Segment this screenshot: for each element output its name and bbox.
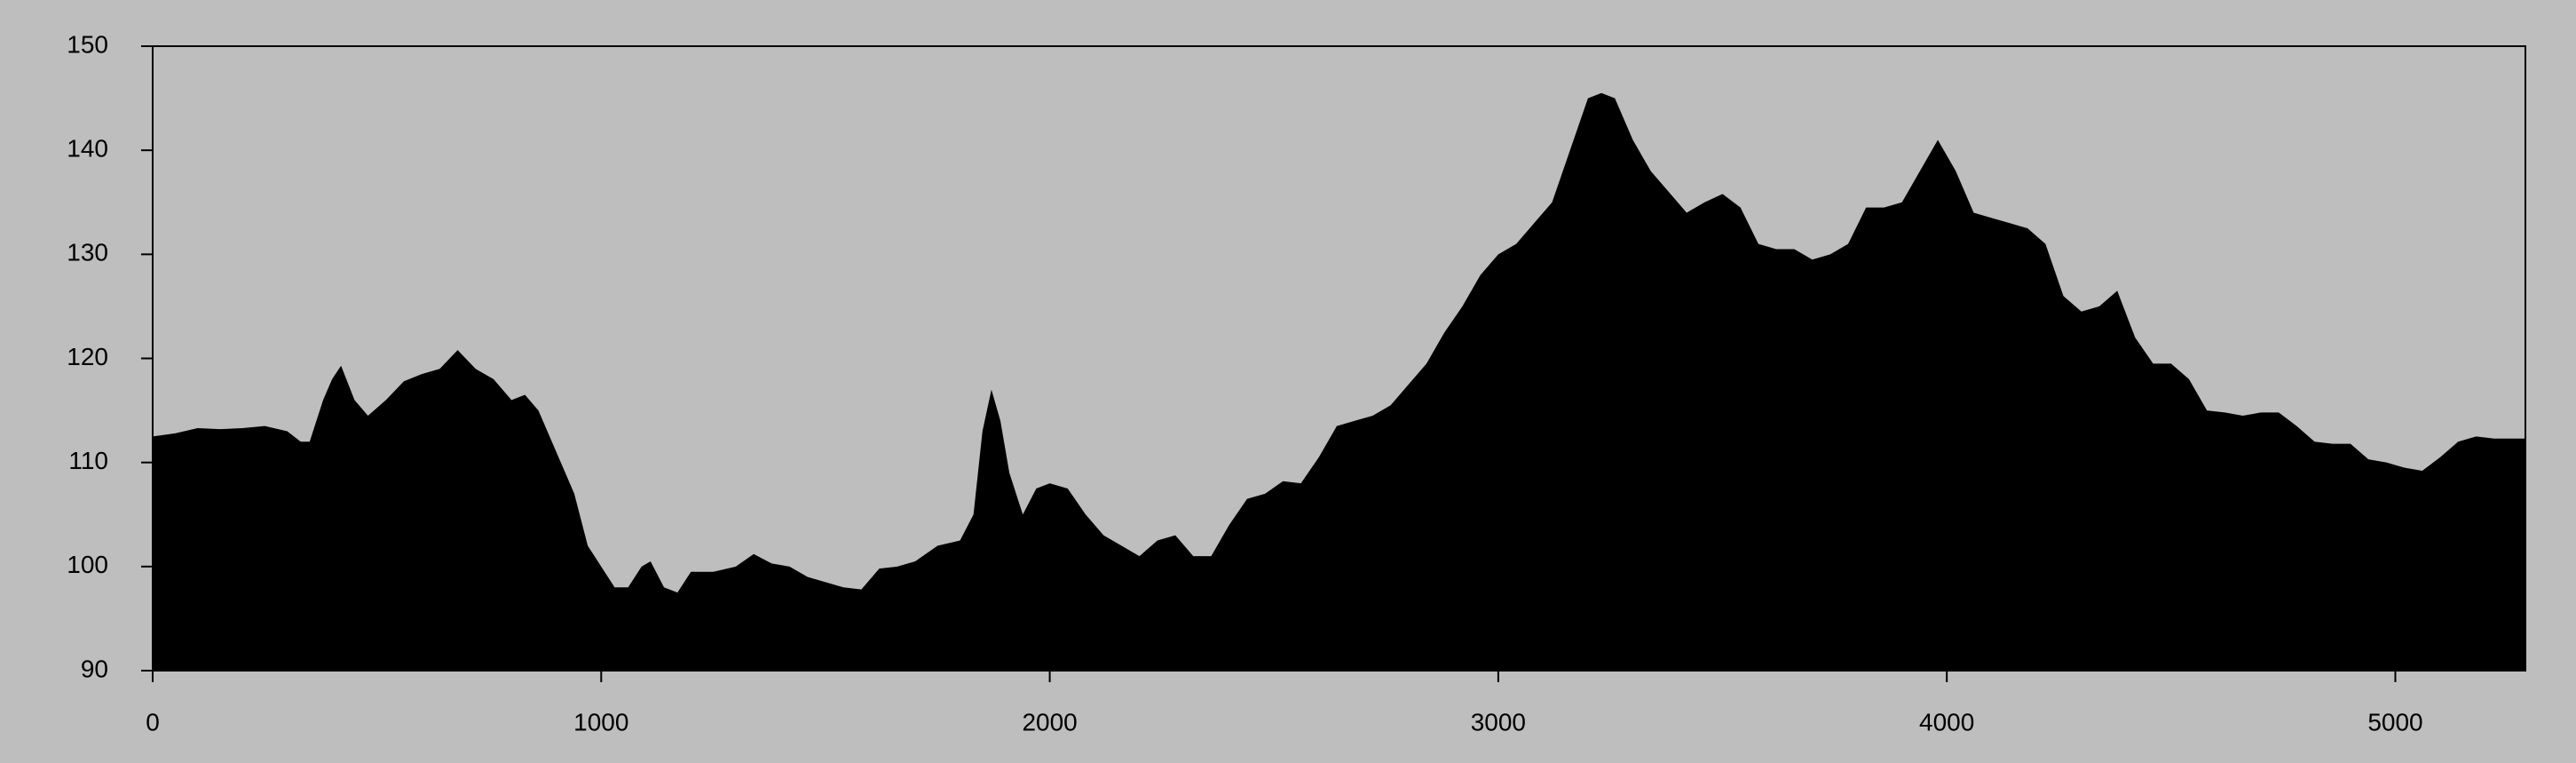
- y-tick-label: 130: [67, 239, 108, 266]
- y-tick-label: 110: [68, 447, 108, 474]
- x-tick-label: 1000: [573, 708, 628, 735]
- y-tick-label: 100: [67, 551, 108, 578]
- x-tick-label: 2000: [1022, 708, 1077, 735]
- y-tick-label: 140: [67, 135, 108, 163]
- y-tick-label: 150: [67, 30, 108, 58]
- x-tick-label: 0: [146, 708, 160, 735]
- elevation-area: [153, 92, 2525, 672]
- y-tick-label: 90: [81, 655, 108, 682]
- y-tick-label: 120: [67, 343, 108, 370]
- x-tick-label: 4000: [1919, 708, 1974, 735]
- x-tick-label: 3000: [1471, 708, 1526, 735]
- x-tick-label: 5000: [2367, 708, 2422, 735]
